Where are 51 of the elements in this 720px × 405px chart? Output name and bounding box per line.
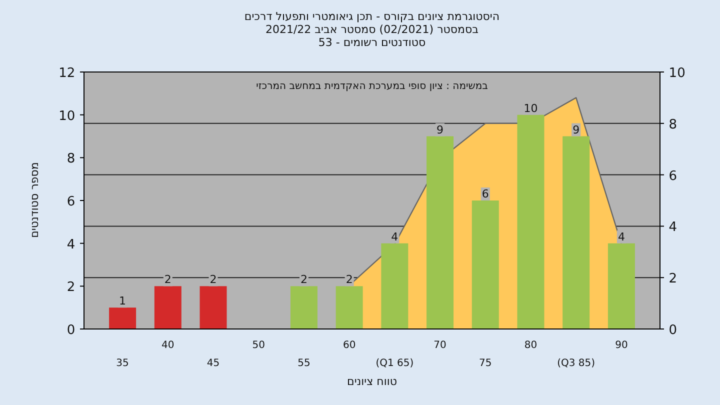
x-tick-label: 70 bbox=[434, 340, 446, 351]
y-tick-label: 8 bbox=[66, 152, 76, 167]
y-tick-label: 2 bbox=[66, 280, 76, 296]
bar bbox=[336, 286, 363, 329]
x-tick-label: 45 bbox=[206, 358, 220, 369]
y-tick-label: 0 bbox=[66, 323, 76, 338]
y-tick-label: 10 bbox=[58, 108, 76, 124]
x-axis-title: טווח ציונים bbox=[347, 375, 397, 388]
x-tick-label: 60 bbox=[342, 340, 356, 351]
bar bbox=[154, 286, 182, 329]
y-tick-label: 4 bbox=[66, 237, 76, 252]
y-axis-title: מספר סטודנטים bbox=[28, 162, 41, 238]
data-label: 6 bbox=[482, 188, 489, 200]
bar bbox=[608, 243, 635, 329]
bar bbox=[200, 286, 227, 329]
y2-tick-label: 0 bbox=[668, 323, 678, 338]
data-label: 9 bbox=[572, 123, 580, 136]
data-label: 10 bbox=[524, 102, 538, 115]
y2-tick-label: 6 bbox=[668, 168, 678, 184]
data-label: 4 bbox=[618, 230, 625, 244]
data-label: 4 bbox=[391, 230, 398, 244]
chart-title: היסטוגרמת ציונים בקורס - תכן גיאומטרי ותפעול דרכים בסמסטר (02/2021) סמסטר אביב 2021/22 סטודנטים רשומים - 53 bbox=[244, 10, 500, 49]
x-tick-label: (Q3 85) bbox=[557, 358, 596, 369]
data-label: 9 bbox=[436, 123, 444, 136]
x-tick-label: 35 bbox=[116, 358, 129, 369]
bar bbox=[426, 136, 454, 329]
y2-tick-label: 4 bbox=[668, 220, 678, 236]
x-tick-label: 75 bbox=[479, 358, 492, 369]
bar bbox=[562, 136, 590, 329]
bar bbox=[517, 114, 544, 329]
x-tick-label: 90 bbox=[615, 340, 628, 351]
y2-tick-label: 10 bbox=[668, 66, 686, 81]
x-tick-label: (Q1 65) bbox=[376, 358, 414, 369]
data-label: 2 bbox=[300, 273, 308, 286]
y2-tick-label: 2 bbox=[668, 272, 678, 287]
bar bbox=[109, 308, 136, 329]
data-label: 1 bbox=[119, 294, 126, 308]
bar bbox=[472, 200, 499, 329]
x-tick-label: 55 bbox=[298, 358, 310, 369]
x-tick-label: 80 bbox=[524, 340, 538, 351]
data-label: 2 bbox=[346, 273, 353, 286]
y-tick-label: 6 bbox=[66, 194, 76, 210]
annotation: במשימה : ציון סופי במערכת האקדמית במחשב המרכזי bbox=[256, 81, 488, 92]
data-label: 2 bbox=[164, 273, 172, 286]
bar bbox=[290, 286, 318, 329]
x-tick-label: 40 bbox=[162, 340, 174, 351]
x-tick-label: 50 bbox=[252, 340, 265, 351]
y2-tick-label: 8 bbox=[668, 117, 678, 132]
data-label: 2 bbox=[210, 273, 217, 286]
y-tick-label: 12 bbox=[58, 66, 76, 81]
bar bbox=[381, 243, 408, 329]
